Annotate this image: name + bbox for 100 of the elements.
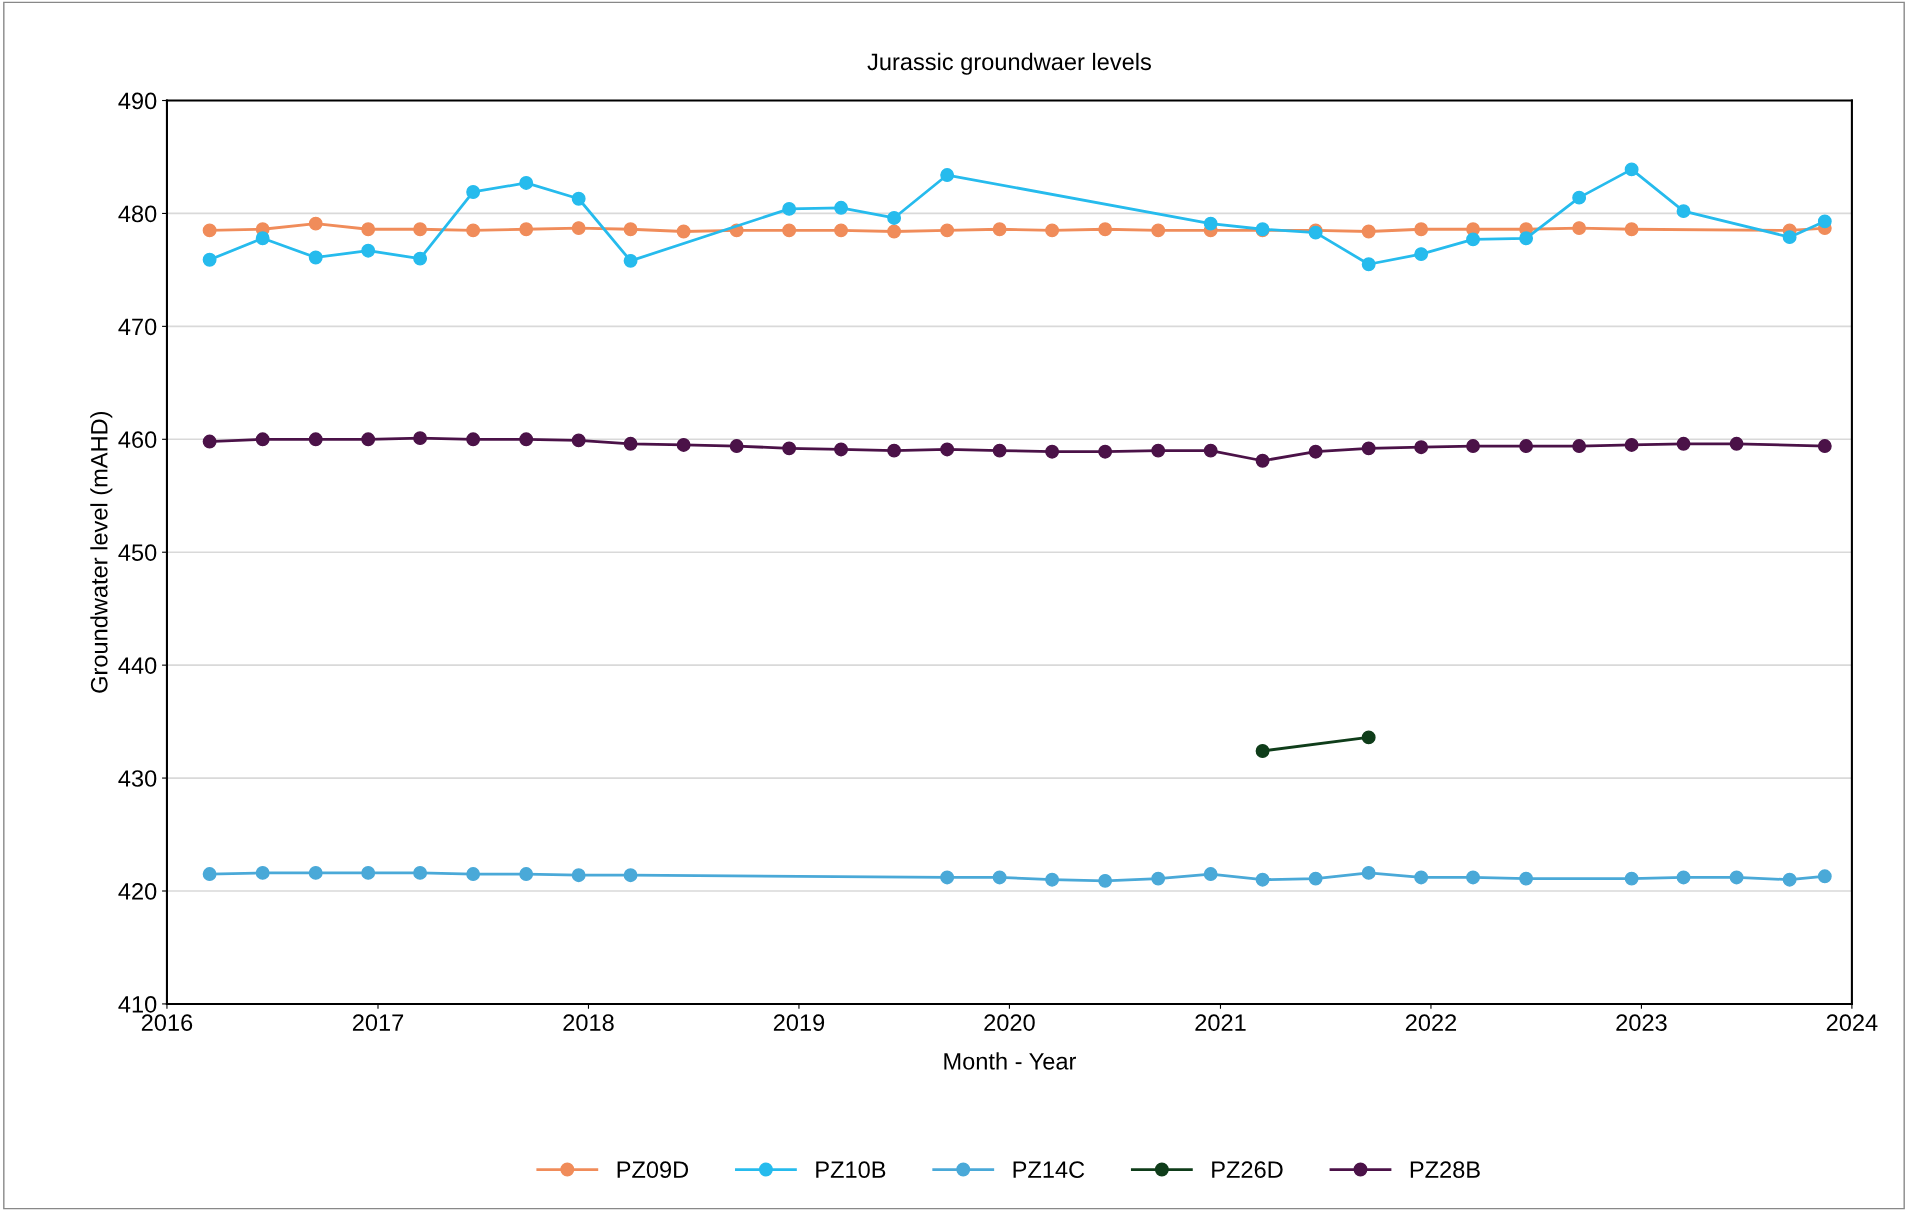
point — [202, 434, 217, 449]
x-tick-label: 2024 — [1826, 1014, 1878, 1031]
point — [1255, 453, 1270, 468]
point — [361, 432, 376, 447]
y-tick-label: 450 — [118, 544, 157, 561]
point — [255, 432, 270, 447]
point — [466, 223, 481, 238]
point — [940, 168, 955, 182]
point — [1676, 204, 1691, 219]
y-tick-label: 460 — [118, 431, 157, 449]
point — [1572, 439, 1587, 454]
x-axis-title: Month - Year — [944, 1052, 1076, 1070]
point — [519, 867, 534, 881]
point — [940, 223, 955, 238]
point — [1466, 870, 1481, 885]
y-tick-label: 410 — [118, 995, 157, 1013]
legend-label: PZ09D — [617, 1161, 689, 1179]
point — [413, 431, 428, 446]
point — [887, 443, 902, 458]
point — [1572, 221, 1587, 236]
point — [1414, 247, 1429, 262]
point — [413, 251, 428, 266]
point — [1151, 443, 1166, 458]
point — [887, 224, 902, 239]
point — [519, 432, 534, 447]
point — [887, 211, 902, 225]
point — [1045, 444, 1060, 459]
point — [413, 865, 428, 880]
x-tick-label: 2021 — [1195, 1014, 1246, 1031]
point — [729, 439, 744, 454]
point — [782, 201, 797, 216]
point — [623, 436, 638, 451]
point — [1414, 870, 1429, 885]
point — [1361, 257, 1376, 272]
y-tick-label: 480 — [118, 205, 157, 223]
point — [676, 437, 691, 452]
point — [361, 865, 376, 880]
point — [1098, 222, 1113, 237]
legend-label: PZ26D — [1212, 1161, 1283, 1179]
point — [308, 865, 323, 880]
point — [834, 200, 848, 215]
point — [992, 870, 1007, 885]
point — [623, 868, 638, 883]
point — [1255, 744, 1270, 758]
y-tick-label: 470 — [118, 318, 157, 336]
point — [1045, 872, 1060, 887]
point — [308, 216, 323, 231]
point — [1361, 730, 1376, 745]
y-tick-label: 420 — [118, 883, 157, 900]
x-tick-label: 2018 — [563, 1014, 614, 1031]
point — [834, 442, 848, 457]
point — [1624, 871, 1639, 886]
point — [255, 865, 270, 880]
point — [1519, 231, 1534, 246]
point — [202, 252, 217, 267]
point — [1466, 439, 1481, 454]
point — [834, 223, 848, 238]
point — [1361, 224, 1376, 239]
point — [1572, 190, 1587, 205]
legend-label: PZ10B — [816, 1161, 886, 1179]
point — [413, 222, 428, 237]
point — [1624, 437, 1639, 452]
point — [1361, 865, 1376, 880]
x-tick-label: 2022 — [1405, 1014, 1457, 1031]
point — [1729, 436, 1744, 451]
point — [1624, 222, 1639, 237]
point — [1729, 870, 1744, 885]
point — [1151, 223, 1166, 238]
point — [361, 222, 376, 237]
point — [782, 223, 797, 238]
point — [1308, 444, 1323, 459]
legend-label: PZ14C — [1013, 1161, 1085, 1179]
point — [1817, 439, 1832, 454]
point — [1308, 871, 1323, 886]
point — [1624, 162, 1639, 177]
point — [1466, 232, 1481, 247]
point — [1203, 216, 1218, 231]
point — [940, 870, 955, 885]
point — [466, 867, 481, 881]
point — [255, 231, 270, 246]
point — [940, 442, 955, 457]
point — [1151, 871, 1166, 886]
point — [519, 176, 534, 190]
point — [782, 441, 797, 456]
point — [308, 250, 323, 265]
point — [571, 191, 586, 206]
point — [308, 432, 323, 447]
point — [623, 253, 638, 268]
point — [1098, 444, 1113, 459]
point — [1255, 872, 1270, 887]
legend-label: PZ28B — [1410, 1161, 1480, 1179]
point — [992, 222, 1007, 237]
y-axis-title: Groundwater level (mAHD) — [90, 411, 113, 693]
point — [361, 243, 376, 258]
x-tick-label: 2020 — [984, 1014, 1035, 1031]
point — [466, 432, 481, 447]
point — [571, 221, 586, 236]
point — [1361, 441, 1376, 456]
point — [1519, 871, 1534, 886]
point — [519, 222, 534, 237]
